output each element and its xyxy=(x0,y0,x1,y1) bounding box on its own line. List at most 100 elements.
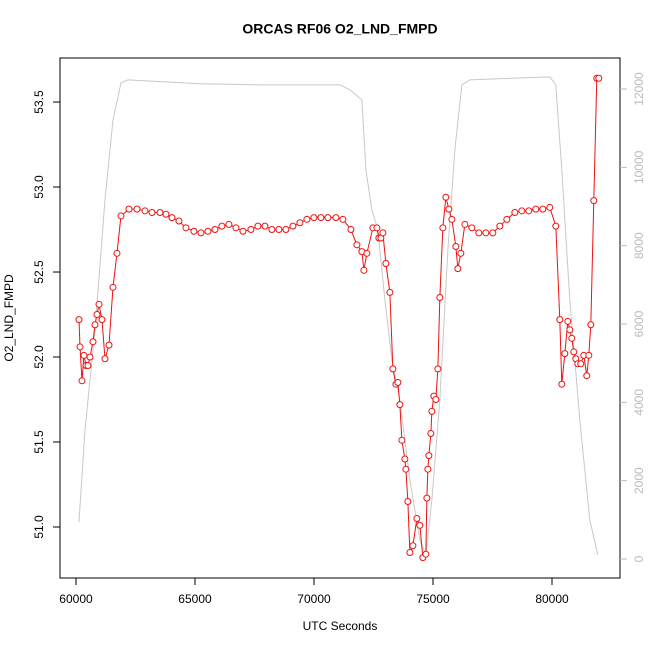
data-point xyxy=(156,209,164,217)
data-point xyxy=(232,224,240,232)
data-point xyxy=(546,203,554,211)
data-point xyxy=(532,205,540,213)
data-point xyxy=(80,351,88,359)
data-point xyxy=(402,465,410,473)
data-point xyxy=(585,351,593,359)
x-tick-label: 75000 xyxy=(416,592,450,606)
data-point xyxy=(568,334,576,342)
data-point xyxy=(275,226,283,234)
data-point xyxy=(225,220,233,228)
data-point xyxy=(204,227,212,235)
data-point xyxy=(105,341,113,349)
data-point xyxy=(282,226,290,234)
data-point xyxy=(587,321,595,329)
data-point xyxy=(525,207,533,215)
data-point xyxy=(141,207,149,215)
data-point xyxy=(218,222,226,230)
data-point xyxy=(379,229,387,237)
data-point xyxy=(133,205,141,213)
data-point xyxy=(401,455,409,463)
data-point xyxy=(197,229,205,237)
data-point xyxy=(452,243,460,251)
data-point xyxy=(422,550,430,558)
data-point xyxy=(75,316,83,324)
data-point xyxy=(86,353,94,361)
y-tick-label: 53.5 xyxy=(32,90,46,114)
data-point xyxy=(289,222,297,230)
data-point xyxy=(162,210,170,218)
data-point xyxy=(409,542,417,550)
data-point xyxy=(261,222,269,230)
data-point xyxy=(489,229,497,237)
data-point xyxy=(448,215,456,223)
data-point xyxy=(117,212,125,220)
data-point xyxy=(427,430,435,438)
data-point xyxy=(317,214,325,222)
data-point xyxy=(382,260,390,268)
data-point xyxy=(406,549,414,557)
data-point xyxy=(211,226,219,234)
data-point xyxy=(101,355,109,363)
data-point xyxy=(454,265,462,273)
data-point xyxy=(93,311,101,319)
y-tick-label: 52.0 xyxy=(32,345,46,369)
y2-tick-label: 12000 xyxy=(632,72,646,106)
data-point xyxy=(564,317,572,325)
data-point xyxy=(539,205,547,213)
data-point xyxy=(561,350,569,358)
data-point xyxy=(78,377,86,385)
data-point xyxy=(424,465,432,473)
data-point xyxy=(247,226,255,234)
data-point xyxy=(175,217,183,225)
data-point xyxy=(84,362,92,370)
data-point xyxy=(389,365,397,373)
x-tick-label: 60000 xyxy=(59,592,93,606)
y-tick-label: 52.5 xyxy=(32,260,46,284)
data-point xyxy=(434,365,442,373)
data-point xyxy=(416,521,424,529)
y-tick-label: 51.5 xyxy=(32,430,46,454)
chart-title: ORCAS RF06 O2_LND_FMPD xyxy=(242,21,437,37)
data-point xyxy=(76,343,84,351)
data-point xyxy=(570,348,578,356)
y2-tick-label: 10000 xyxy=(632,150,646,184)
data-point xyxy=(394,379,402,387)
data-point xyxy=(404,498,412,506)
data-point xyxy=(468,224,476,232)
data-point xyxy=(360,266,368,274)
data-point xyxy=(577,360,585,368)
data-point xyxy=(125,205,133,213)
data-point xyxy=(254,222,262,230)
data-point xyxy=(91,321,99,329)
data-point xyxy=(482,229,490,237)
data-point xyxy=(428,407,436,415)
data-point xyxy=(503,215,511,223)
x-tick-label: 65000 xyxy=(178,592,212,606)
data-point xyxy=(423,494,431,502)
data-point xyxy=(386,288,394,296)
y2-tick-label: 8000 xyxy=(632,232,646,259)
data-point xyxy=(148,209,156,217)
data-point xyxy=(113,249,121,257)
data-point xyxy=(475,229,483,237)
x-tick-label: 80000 xyxy=(535,592,569,606)
data-point xyxy=(595,74,603,82)
data-point xyxy=(590,197,598,205)
data-point xyxy=(373,224,381,232)
data-point xyxy=(413,515,421,523)
plot-frame xyxy=(59,57,621,579)
y-axis-label: O2_LND_FMPD xyxy=(2,274,16,362)
y-tick-label: 51.0 xyxy=(32,515,46,539)
data-point xyxy=(168,214,176,222)
y2-tick-label: 6000 xyxy=(632,310,646,337)
data-point xyxy=(566,326,574,334)
data-point xyxy=(556,316,564,324)
data-point xyxy=(439,224,447,232)
y2-tick-label: 0 xyxy=(632,555,646,562)
data-point xyxy=(518,207,526,215)
data-point xyxy=(310,214,318,222)
data-point xyxy=(182,224,190,232)
data-point xyxy=(461,220,469,228)
data-point xyxy=(347,226,355,234)
